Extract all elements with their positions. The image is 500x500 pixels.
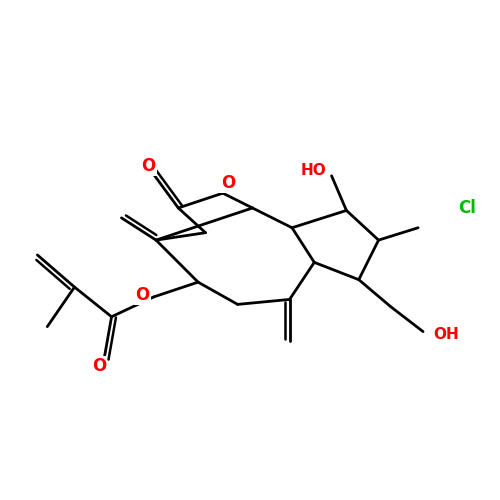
Text: O: O [142,157,156,175]
Text: HO: HO [301,164,326,178]
Text: O: O [92,357,106,375]
Text: OH: OH [433,326,458,342]
Text: Cl: Cl [458,199,475,217]
Text: O: O [220,174,235,192]
Text: O: O [136,286,150,304]
